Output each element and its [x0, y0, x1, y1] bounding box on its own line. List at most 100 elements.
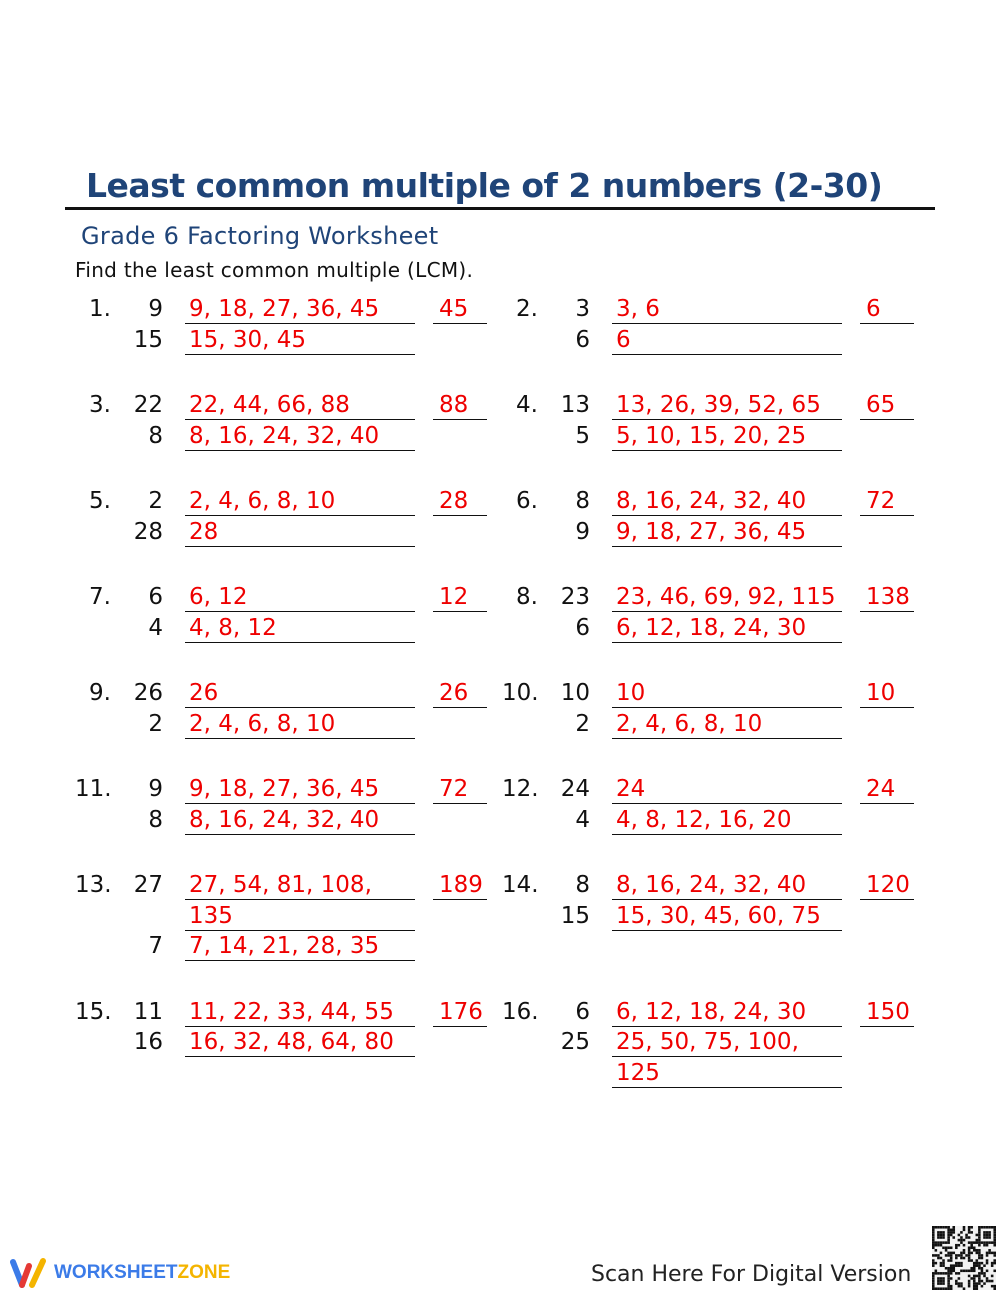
- multiples-answer: 24: [612, 774, 842, 804]
- problem: 3. 22 22, 44, 66, 88 88 8 8, 16, 24, 32,…: [75, 390, 502, 451]
- given-number: 6: [575, 326, 590, 353]
- qr-code-icon: [932, 1226, 996, 1290]
- problem-line: 11 11, 22, 33, 44, 55 176: [75, 997, 502, 1028]
- problem-number: 1.: [89, 296, 111, 322]
- lcm-answer: 189: [433, 870, 487, 900]
- given-number: 27: [133, 872, 163, 898]
- problem-grid: 1. 9 9, 18, 27, 36, 45 45 15 15, 30, 45 …: [0, 294, 1000, 1088]
- problem-line: 4 4, 8, 12, 16, 20: [502, 805, 929, 836]
- problem-line: 7 7, 14, 21, 28, 35: [75, 931, 502, 962]
- problem: 6. 8 8, 16, 24, 32, 40 72 9 9, 18, 27, 3…: [502, 486, 929, 547]
- subtitle: Grade 6 Factoring Worksheet: [81, 222, 439, 250]
- multiples-answer: 3, 6: [612, 294, 842, 324]
- problem-line: 6 6, 12, 18, 24, 30: [502, 613, 929, 644]
- given-number: 8: [575, 872, 590, 898]
- lcm-answer: 176: [433, 997, 487, 1027]
- problem-number: 12.: [502, 776, 539, 802]
- problem-line: 8 8, 16, 24, 32, 40: [75, 805, 502, 836]
- problem-line: 2 2, 4, 6, 8, 10: [75, 709, 502, 740]
- given-number: 9: [148, 296, 163, 322]
- multiples-answer: 22, 44, 66, 88: [185, 390, 415, 420]
- given-number: 26: [133, 680, 163, 706]
- given-number: 28: [133, 518, 163, 545]
- multiples-answer: 8, 16, 24, 32, 40: [185, 421, 415, 451]
- multiples-answer: 4, 8, 12, 16, 20: [612, 805, 842, 835]
- given-number: 8: [148, 422, 163, 449]
- multiples-answer: 5, 10, 15, 20, 25: [612, 421, 842, 451]
- multiples-answer: 8, 16, 24, 32, 40: [185, 805, 415, 835]
- problem: 16. 6 6, 12, 18, 24, 30 150 25 25, 50, 7…: [502, 997, 929, 1089]
- problem-number: 4.: [516, 392, 538, 418]
- qr-code[interactable]: [932, 1226, 996, 1290]
- multiples-answer: 2, 4, 6, 8, 10: [185, 709, 415, 739]
- problem-line: 8 8, 16, 24, 32, 40 120: [502, 870, 929, 901]
- problem: 13. 27 27, 54, 81, 108, 189 135 7 7, 14,…: [75, 870, 502, 962]
- given-number: 11: [133, 998, 163, 1025]
- problem-line: 5 5, 10, 15, 20, 25: [502, 421, 929, 452]
- problem-number: 5.: [89, 488, 111, 514]
- problem-line: 6 6, 12, 18, 24, 30 150: [502, 997, 929, 1028]
- multiples-answer: 6, 12, 18, 24, 30: [612, 613, 842, 643]
- problem-line: 9 9, 18, 27, 36, 45 45: [75, 294, 502, 325]
- problem-line: 15 15, 30, 45, 60, 75: [502, 901, 929, 932]
- given-number: 4: [148, 614, 163, 641]
- problem-line: 23 23, 46, 69, 92, 115 138: [502, 582, 929, 613]
- problem-line: 27 27, 54, 81, 108, 189: [75, 870, 502, 901]
- given-number: 15: [133, 326, 163, 353]
- given-number: 6: [575, 614, 590, 641]
- lcm-answer: 28: [433, 486, 487, 516]
- problem-line: 13 13, 26, 39, 52, 65 65: [502, 390, 929, 421]
- multiples-answer: 10: [612, 678, 842, 708]
- problem-line: 2 2, 4, 6, 8, 10 28: [75, 486, 502, 517]
- problem-number: 11.: [75, 776, 112, 802]
- multiples-answer: 28: [185, 517, 415, 547]
- problem-line: 125: [502, 1058, 929, 1089]
- problem: 15. 11 11, 22, 33, 44, 55 176 16 16, 32,…: [75, 997, 502, 1089]
- worksheetzone-logo: WORKSHEETZONE: [10, 1258, 230, 1288]
- problem: 2. 3 3, 6 6 6 6: [502, 294, 929, 355]
- problem-number: 6.: [516, 488, 538, 514]
- lcm-answer: 72: [433, 774, 487, 804]
- multiples-answer: 23, 46, 69, 92, 115: [612, 582, 842, 612]
- given-number: 6: [148, 584, 163, 610]
- instructions: Find the least common multiple (LCM).: [75, 258, 474, 282]
- problem: 11. 9 9, 18, 27, 36, 45 72 8 8, 16, 24, …: [75, 774, 502, 835]
- problem-line: 28 28: [75, 517, 502, 548]
- problem: 12. 24 24 24 4 4, 8, 12, 16, 20: [502, 774, 929, 835]
- problem-line: 9 9, 18, 27, 36, 45 72: [75, 774, 502, 805]
- lcm-answer: 138: [860, 582, 914, 612]
- problem-number: 9.: [89, 680, 111, 706]
- problem: 9. 26 26 26 2 2, 4, 6, 8, 10: [75, 678, 502, 739]
- given-number: 6: [575, 998, 590, 1025]
- problem: 10. 10 10 10 2 2, 4, 6, 8, 10: [502, 678, 929, 739]
- problem-line: 8 8, 16, 24, 32, 40 72: [502, 486, 929, 517]
- given-number: 3: [575, 296, 590, 322]
- given-number: 4: [575, 806, 590, 833]
- multiples-answer: 125: [612, 1058, 842, 1088]
- lcm-answer: 12: [433, 582, 487, 612]
- logo-text-worksheet: WORKSHEET: [54, 1262, 178, 1283]
- problem-line: 24 24 24: [502, 774, 929, 805]
- multiples-answer: 2, 4, 6, 8, 10: [185, 486, 415, 516]
- lcm-answer: 120: [860, 870, 914, 900]
- problem-line: 10 10 10: [502, 678, 929, 709]
- problem-number: 2.: [516, 296, 538, 322]
- problem-number: 16.: [502, 998, 539, 1025]
- multiples-answer: 8, 16, 24, 32, 40: [612, 486, 842, 516]
- given-number: 2: [148, 710, 163, 737]
- multiples-answer: 16, 32, 48, 64, 80: [185, 1027, 415, 1057]
- given-number: 24: [560, 776, 590, 802]
- given-number: 5: [575, 422, 590, 449]
- page-title: Least common multiple of 2 numbers (2-30…: [86, 166, 883, 205]
- title-divider: [65, 207, 935, 210]
- multiples-answer: 7, 14, 21, 28, 35: [185, 931, 415, 961]
- multiples-answer: 26: [185, 678, 415, 708]
- problem-line: 16 16, 32, 48, 64, 80: [75, 1027, 502, 1058]
- multiples-answer: 15, 30, 45, 60, 75: [612, 901, 842, 931]
- multiples-answer: 135: [185, 901, 415, 931]
- given-number: 15: [560, 902, 590, 929]
- problem-line: 6 6: [502, 325, 929, 356]
- given-number: 2: [148, 488, 163, 514]
- problem-line: 25 25, 50, 75, 100,: [502, 1027, 929, 1058]
